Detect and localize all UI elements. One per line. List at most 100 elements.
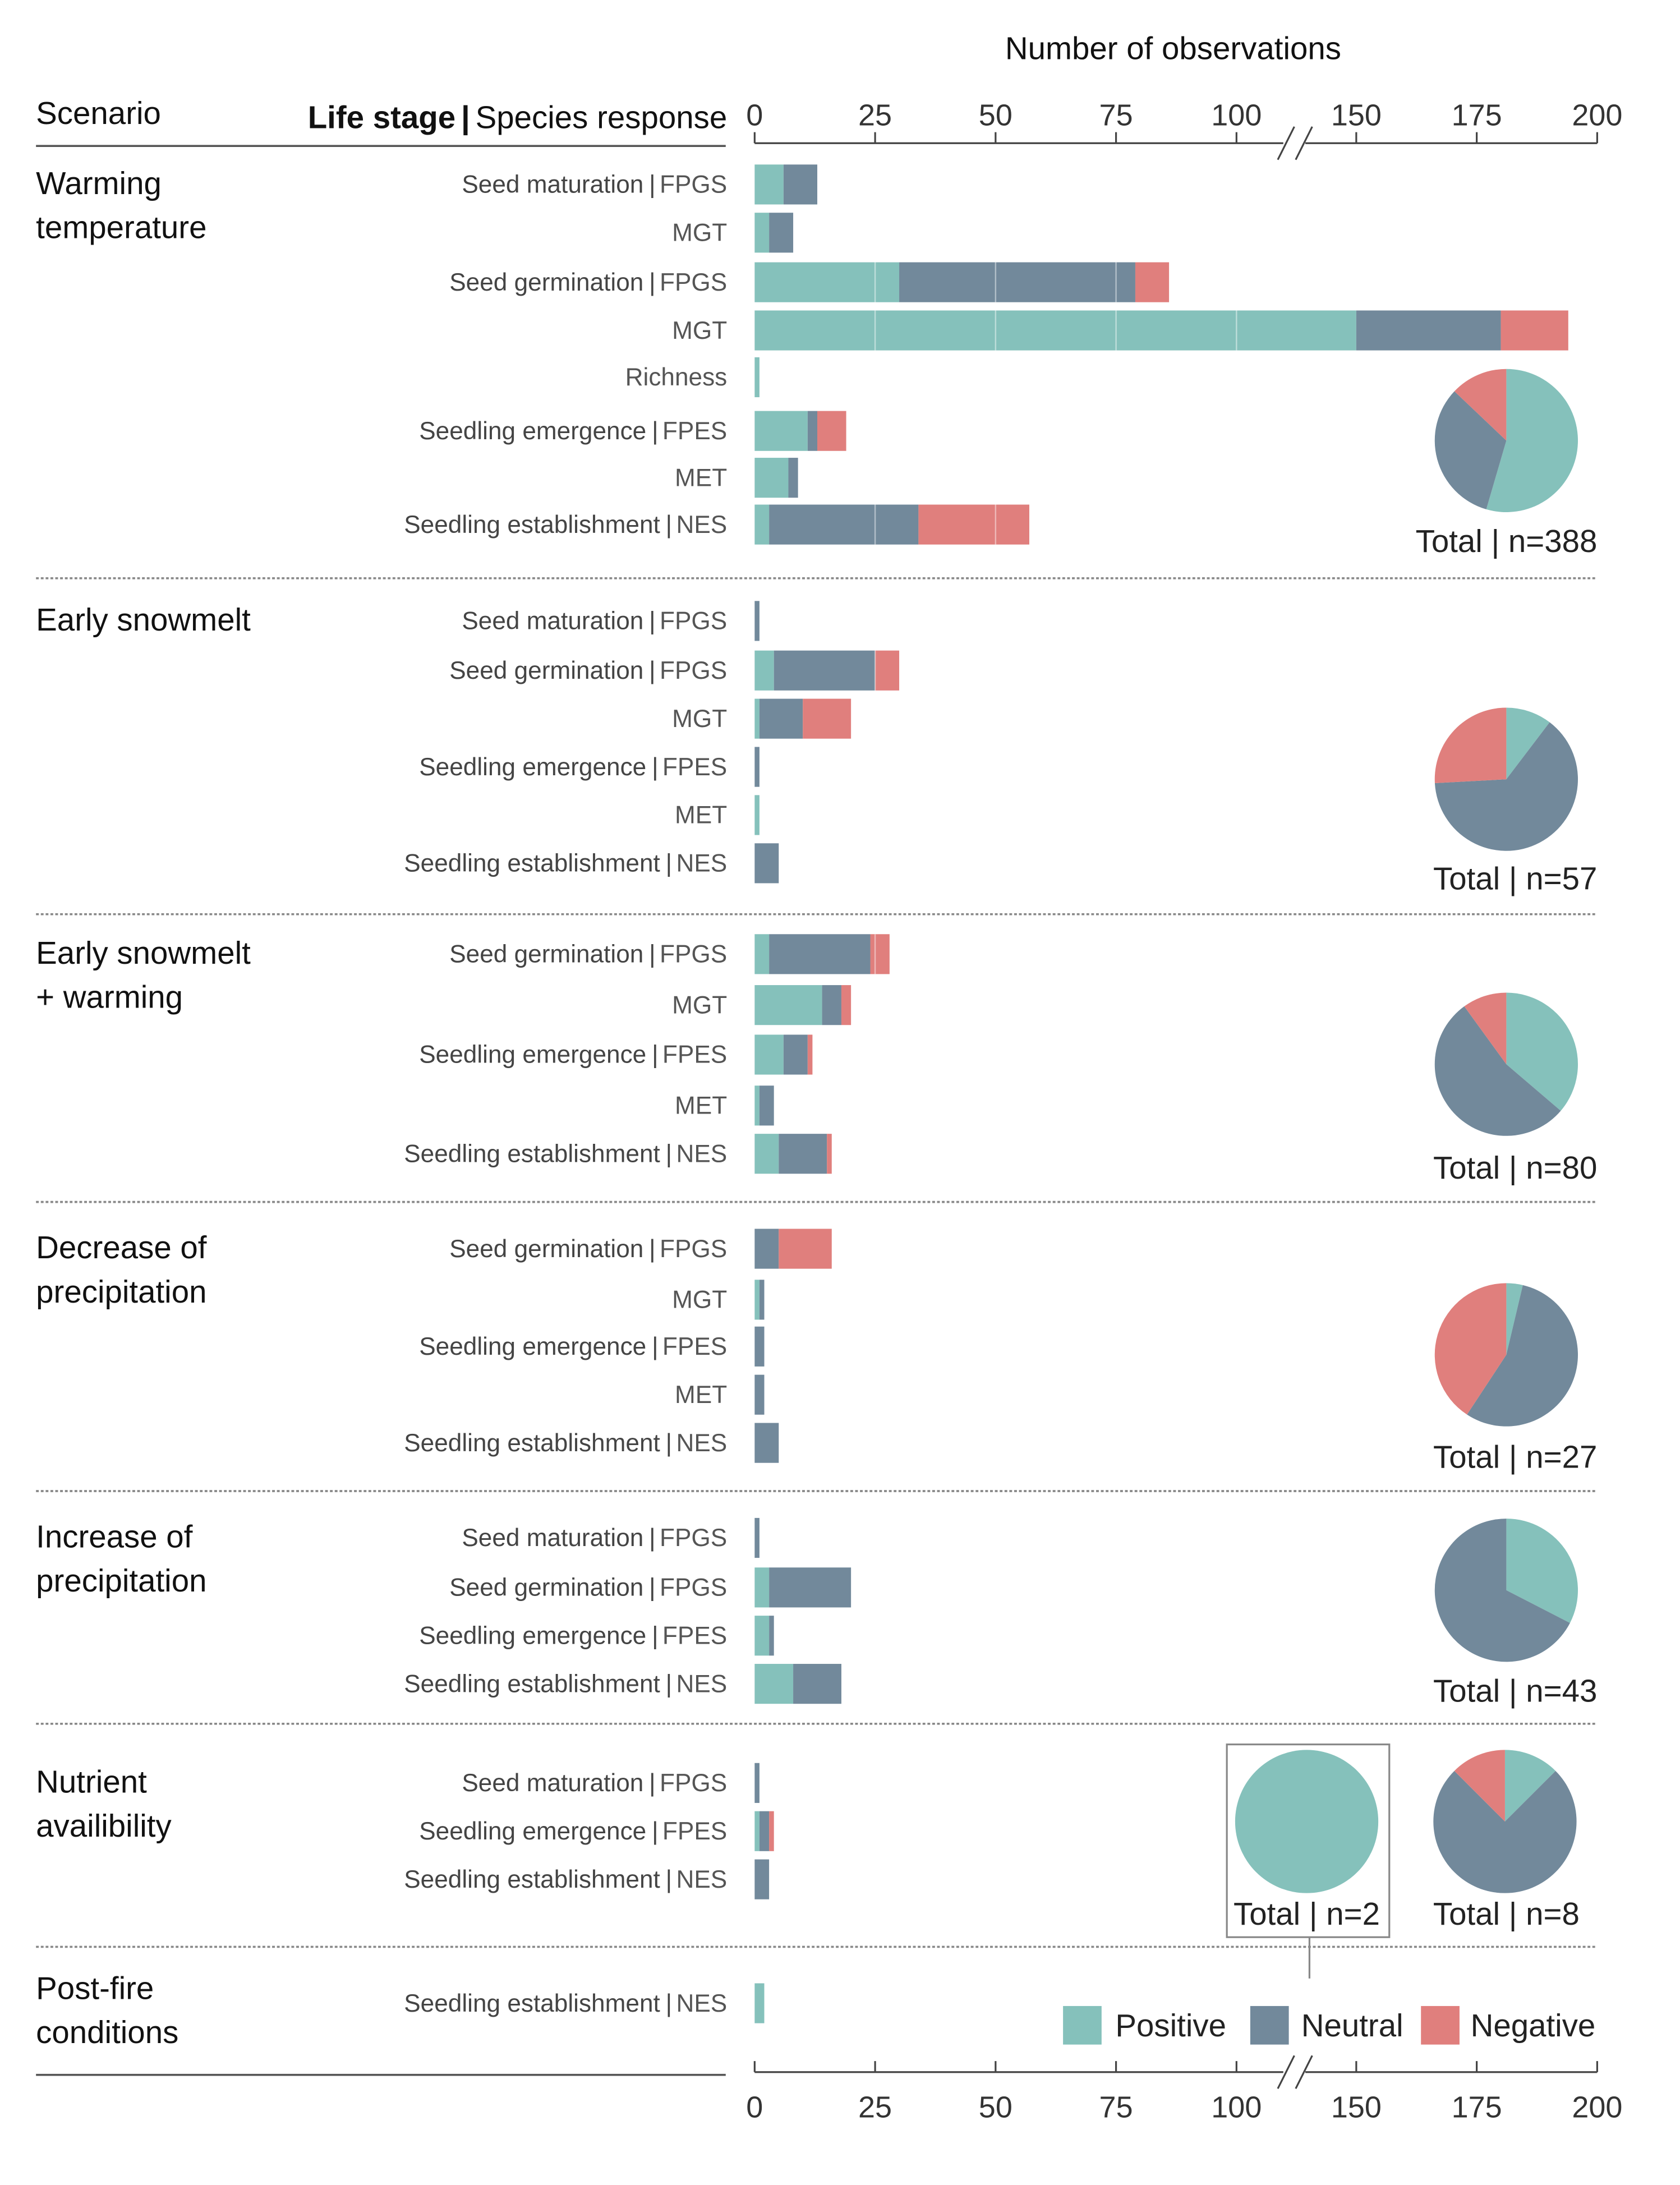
legend-swatch-neutral [1250, 2005, 1289, 2045]
bar-segment-neutral [754, 747, 760, 787]
species-response: Richness [625, 364, 728, 391]
bar-segment-neutral [754, 1763, 760, 1803]
label-separator: | [652, 1041, 658, 1069]
life-stage: Seedling emergence [419, 1622, 646, 1649]
scenario-group: Post-fire conditions Seedling establishmen… [36, 1744, 1391, 2050]
label-separator: | [666, 1866, 672, 1893]
scenario-name: precipitation [36, 1274, 206, 1309]
bar-segment-positive [754, 985, 822, 1025]
label-separator: | [652, 1622, 658, 1649]
tick-label: 150 [1331, 2091, 1382, 2124]
scenario-name: Decrease of [36, 1230, 207, 1265]
life-stage: Seed maturation [462, 171, 643, 199]
species-response: NES [676, 1429, 727, 1457]
life-stage: Seed maturation [462, 1769, 643, 1797]
bar-segment-neutral [754, 1326, 765, 1367]
tick-label: 200 [1572, 98, 1622, 132]
bar-segment-neutral [769, 213, 794, 253]
pie-slice-negative [1454, 369, 1507, 441]
legend-swatch-positive [1063, 2005, 1102, 2045]
row-label: Seedling establishment | NES [404, 1990, 727, 2017]
bar-segment-positive [754, 262, 900, 302]
row-label: Seedling emergence | FPES [419, 1333, 727, 1360]
scenario-name: Early snowmelt [36, 602, 251, 637]
total-pie: Total | n=27 [1433, 1283, 1597, 1474]
species-response: NES [676, 1140, 727, 1167]
bar-segment-positive [754, 1034, 784, 1075]
species-response: FPGS [660, 657, 727, 684]
species-response: FPES [662, 417, 727, 445]
bar-segment-positive [754, 213, 770, 253]
life-stage: Seedling emergence [419, 1041, 646, 1069]
label-separator: | [666, 1429, 672, 1457]
row-label: MGT [672, 991, 727, 1019]
legend-label: Neutral [1301, 2008, 1403, 2043]
bottom-x-axis: 0 25 50 75 100 150 175 200 [746, 2055, 1622, 2124]
tick-label: 100 [1211, 2091, 1262, 2124]
scenario-name: + warming [36, 979, 183, 1015]
total-value: 2 [1363, 1896, 1380, 1931]
bar-segment-negative [875, 650, 900, 691]
axis-break-mark [1295, 2055, 1313, 2089]
species-response: FPES [662, 753, 727, 781]
label-separator: | [649, 941, 655, 968]
bar-segment-negative [769, 1811, 774, 1851]
total-value: 388 [1544, 523, 1597, 559]
pie-total-label: Total | n=8 [1433, 1896, 1580, 1931]
pie-callout-box [1226, 1744, 1391, 1938]
bar-segment-neutral [754, 601, 760, 641]
total-prefix: Total | n= [1433, 1439, 1562, 1474]
header-scenario: Scenario [36, 95, 161, 131]
pie-slice-positive [1506, 707, 1550, 780]
pie-slice-positive [1506, 1283, 1523, 1355]
tick-label: 25 [858, 2091, 892, 2124]
life-stage: Seedling emergence [419, 1818, 646, 1845]
bar-segment-neutral [759, 698, 803, 739]
row-label: MET [675, 1092, 727, 1120]
row-label: Seedling emergence | FPES [419, 753, 727, 781]
legend: Positive Neutral Negative [1063, 2005, 1595, 2045]
total-pie: Total | n=2 [1226, 1744, 1391, 1979]
bar-segment-neutral [899, 262, 1135, 302]
life-stage: Seedling emergence [419, 1333, 646, 1360]
life-stage: Seedling establishment [404, 850, 660, 877]
pie-slice-positive [1506, 992, 1578, 1111]
header-header_response: Species response [476, 99, 728, 135]
tick-label: 75 [1099, 98, 1133, 132]
life-stage: Seed germination [449, 269, 643, 296]
bar-segment-negative [1501, 310, 1568, 351]
row-label: Seedling emergence | FPES [419, 1818, 727, 1845]
life-stage: Seedling establishment [404, 511, 660, 539]
bar-segment-positive [754, 310, 1356, 351]
species-response: MGT [672, 705, 727, 733]
species-response: MGT [672, 991, 727, 1019]
species-response: MGT [672, 1286, 727, 1314]
tick-label: 100 [1211, 98, 1262, 132]
life-stage: Seedling establishment [404, 1140, 660, 1167]
bar-segment-negative [1135, 262, 1170, 302]
bar-segment-negative [817, 411, 846, 451]
label-separator: | [666, 511, 672, 539]
bar-segment-negative [803, 698, 851, 739]
row-label: Seed germination | FPGS [449, 1235, 727, 1263]
label-separator: | [649, 608, 655, 635]
total-prefix: Total | n= [1416, 523, 1545, 559]
row-label: Seedling establishment | NES [404, 1670, 727, 1698]
axis-break-mark [1277, 126, 1295, 160]
total-value: 8 [1562, 1896, 1579, 1931]
bar-segment-positive [754, 1811, 760, 1851]
bar-segment-positive [754, 164, 784, 205]
legend-label: Positive [1115, 2008, 1226, 2043]
pie-slice-negative [1434, 707, 1507, 784]
species-response: FPGS [660, 171, 727, 199]
bar-segment-neutral [807, 411, 818, 451]
tick-label: 50 [979, 98, 1012, 132]
tick-label: 0 [746, 2091, 763, 2124]
species-response: FPES [662, 1333, 727, 1360]
tick-label: 0 [746, 98, 763, 132]
bar-segment-positive [754, 1134, 779, 1174]
